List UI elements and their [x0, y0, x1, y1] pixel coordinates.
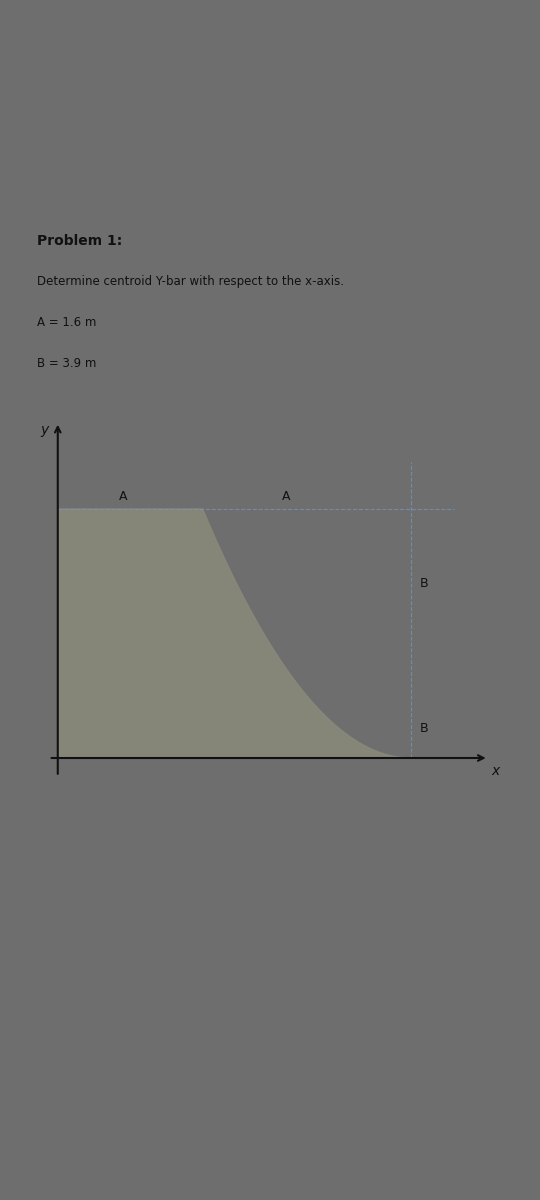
Text: B: B — [420, 721, 429, 734]
Text: A: A — [282, 490, 290, 503]
Text: x: x — [491, 764, 500, 779]
Text: Determine centroid Y-bar with respect to the x-axis.: Determine centroid Y-bar with respect to… — [37, 275, 343, 288]
Text: B = 3.9 m: B = 3.9 m — [37, 358, 96, 370]
Text: y: y — [40, 424, 48, 437]
Text: B: B — [420, 577, 429, 590]
Polygon shape — [58, 509, 411, 758]
Text: A: A — [119, 490, 127, 503]
Text: A = 1.6 m: A = 1.6 m — [37, 316, 96, 329]
Text: Problem 1:: Problem 1: — [37, 234, 122, 247]
